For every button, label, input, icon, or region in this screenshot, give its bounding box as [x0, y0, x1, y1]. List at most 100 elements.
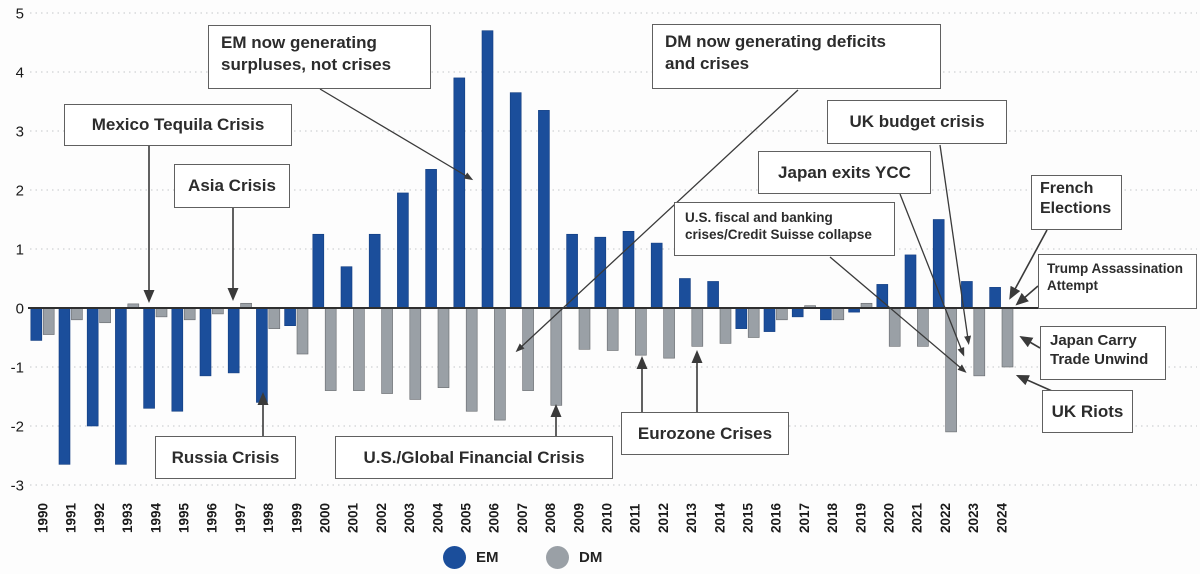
bar-dm-2016 — [776, 307, 788, 321]
annotation-uk-riots: UK Riots — [1042, 390, 1133, 433]
bar-dm-1998 — [268, 307, 281, 329]
annotation-russia-crisis: Russia Crisis — [155, 436, 296, 479]
x-tick-2005: 2005 — [459, 502, 474, 533]
bar-dm-2001 — [353, 307, 365, 391]
em-legend-swatch — [443, 546, 466, 569]
bar-dm-1990 — [42, 307, 55, 335]
arrow-dm-deficits — [515, 89, 799, 353]
x-tick-1995: 1995 — [177, 502, 192, 533]
bar-dm-2003 — [409, 307, 422, 400]
y-tick-2: 2 — [16, 183, 24, 200]
x-tick-1999: 1999 — [289, 503, 304, 533]
y-tick--2: -2 — [11, 419, 24, 436]
x-tick-2000: 2000 — [318, 503, 333, 533]
y-tick-1: 1 — [16, 242, 24, 259]
x-tick-1996: 1996 — [205, 502, 220, 533]
arrow-french-elections — [1009, 229, 1048, 300]
annotation-trump-assassination: Trump Assassination Attempt — [1038, 254, 1197, 309]
bar-dm-2012 — [663, 307, 675, 359]
x-tick-2001: 2001 — [346, 502, 361, 533]
bars — [30, 30, 1014, 465]
bar-dm-2002 — [381, 307, 393, 394]
bar-em-2003 — [397, 192, 409, 309]
em-legend-label: EM — [476, 549, 499, 566]
x-tick-2011: 2011 — [628, 503, 643, 533]
bar-em-1999 — [284, 307, 296, 327]
dm-legend-swatch — [546, 546, 569, 569]
x-tick-2015: 2015 — [741, 502, 756, 533]
bar-dm-2024 — [1001, 307, 1014, 368]
x-tick-2019: 2019 — [853, 503, 868, 533]
bar-em-2016 — [763, 307, 776, 332]
bar-em-2024 — [989, 287, 1001, 309]
x-tick-1992: 1992 — [92, 503, 107, 533]
bar-em-2017 — [791, 307, 804, 318]
x-tick-2004: 2004 — [430, 502, 445, 533]
y-tick-3: 3 — [16, 124, 24, 141]
x-tick-2012: 2012 — [656, 503, 671, 533]
legend-item-em: EM — [443, 546, 499, 569]
bar-dm-1994 — [155, 307, 168, 318]
y-tick--3: -3 — [11, 478, 24, 495]
bar-em-2018 — [820, 307, 832, 321]
bar-em-2005 — [453, 77, 466, 309]
arrow-japan-exits-ycc — [899, 193, 965, 357]
bar-em-2004 — [425, 169, 437, 309]
bar-dm-2022 — [945, 307, 957, 433]
bar-dm-2023 — [973, 307, 986, 377]
bar-em-1997 — [227, 307, 240, 374]
bar-em-2012 — [650, 242, 663, 309]
arrow-uk-budget-crisis — [939, 144, 972, 345]
annotation-japan-exits-ycc: Japan exits YCC — [758, 151, 931, 194]
bar-dm-2008 — [550, 307, 563, 406]
x-tick-2022: 2022 — [938, 503, 953, 533]
annotation-us-fiscal-credit-suisse: U.S. fiscal and banking crises/Credit Su… — [674, 202, 895, 256]
bar-em-2002 — [368, 233, 381, 309]
x-tick-2007: 2007 — [515, 503, 530, 533]
arrow-uk-riots — [1015, 374, 1053, 392]
bar-em-1996 — [199, 307, 212, 377]
gridlines — [30, 12, 1197, 486]
x-tick-2023: 2023 — [966, 502, 981, 533]
bar-dm-2000 — [324, 307, 337, 391]
annotation-eurozone-crises: Eurozone Crises — [621, 412, 789, 455]
x-tick-2008: 2008 — [543, 502, 558, 533]
bar-dm-1999 — [296, 307, 309, 355]
annotation-mexico-tequila-crisis: Mexico Tequila Crisis — [64, 104, 292, 146]
bar-em-2008 — [538, 110, 550, 309]
annotation-arrows — [143, 88, 1053, 436]
bar-em-2011 — [622, 231, 635, 309]
x-axis-labels: 1990 1991 1992 1993 1994 1995 1996 1997 1998 1999… — [36, 502, 1010, 533]
annotation-japan-carry-unwind: Japan Carry Trade Unwind — [1040, 326, 1166, 380]
bar-em-2000 — [312, 233, 325, 309]
x-tick-2009: 2009 — [571, 503, 586, 533]
legend: EM DM — [0, 544, 1200, 574]
annotation-french-elections: French Elections — [1031, 175, 1122, 230]
bar-dm-2007 — [522, 307, 534, 391]
bar-dm-1991 — [71, 307, 83, 321]
annotation-global-financial-crisis: U.S./Global Financial Crisis — [335, 436, 613, 479]
bar-dm-2009 — [578, 307, 591, 350]
annotation-dm-deficits: DM now generating deficits and crises — [652, 24, 941, 89]
x-tick-2003: 2003 — [402, 502, 417, 533]
y-tick-4: 4 — [16, 65, 24, 82]
arrow-japan-carry-unwind — [1019, 335, 1041, 349]
arrow-us-fiscal-credit-suisse — [829, 256, 967, 373]
x-tick-1997: 1997 — [233, 503, 248, 533]
arrow-trump-assassination — [1015, 285, 1039, 306]
bar-em-1990 — [30, 307, 43, 341]
bar-em-1994 — [143, 307, 155, 409]
dm-legend-label: DM — [579, 549, 603, 566]
x-tick-2016: 2016 — [769, 502, 784, 533]
y-tick-0: 0 — [16, 301, 24, 318]
annotation-uk-budget-crisis: UK budget crisis — [827, 100, 1007, 144]
bar-dm-2010 — [606, 307, 619, 351]
x-tick-2014: 2014 — [712, 502, 727, 533]
bar-em-1998 — [256, 307, 268, 403]
annotation-em-surpluses: EM now generating surpluses, not crises — [208, 25, 431, 89]
bar-dm-2005 — [465, 307, 478, 412]
bar-em-1993 — [115, 307, 127, 465]
arrow-em-surpluses — [319, 88, 474, 181]
